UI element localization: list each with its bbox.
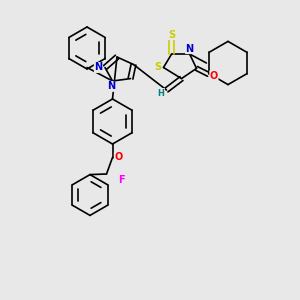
Text: O: O (114, 152, 123, 163)
Text: N: N (107, 81, 115, 92)
Text: S: S (168, 29, 175, 40)
Text: S: S (154, 62, 162, 73)
Text: O: O (210, 71, 218, 81)
Text: N: N (94, 62, 103, 73)
Text: H: H (158, 88, 164, 98)
Text: N: N (185, 44, 194, 54)
Text: F: F (118, 175, 125, 185)
